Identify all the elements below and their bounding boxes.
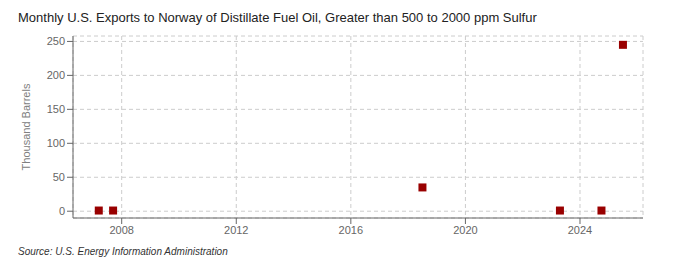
svg-text:0: 0 (59, 205, 65, 217)
svg-text:250: 250 (47, 35, 65, 47)
html-text:Source: U.S. Energy Informatio: Source: U.S. Energy Information Administ… (18, 246, 228, 257)
svg-text:2024: 2024 (568, 224, 592, 236)
svg-text:2020: 2020 (453, 224, 477, 236)
svg-text:2012: 2012 (224, 224, 248, 236)
svg-text:50: 50 (53, 171, 65, 183)
html-text:Monthly U.S. Exports to Norway: Monthly U.S. Exports to Norway of Distil… (18, 10, 537, 25)
svg-text:Thousand Barrels: Thousand Barrels (20, 83, 32, 170)
svg-text:200: 200 (47, 69, 65, 81)
svg-text:2016: 2016 (339, 224, 363, 236)
svg-text:100: 100 (47, 137, 65, 149)
svg-text:2008: 2008 (109, 224, 133, 236)
svg-text:150: 150 (47, 103, 65, 115)
